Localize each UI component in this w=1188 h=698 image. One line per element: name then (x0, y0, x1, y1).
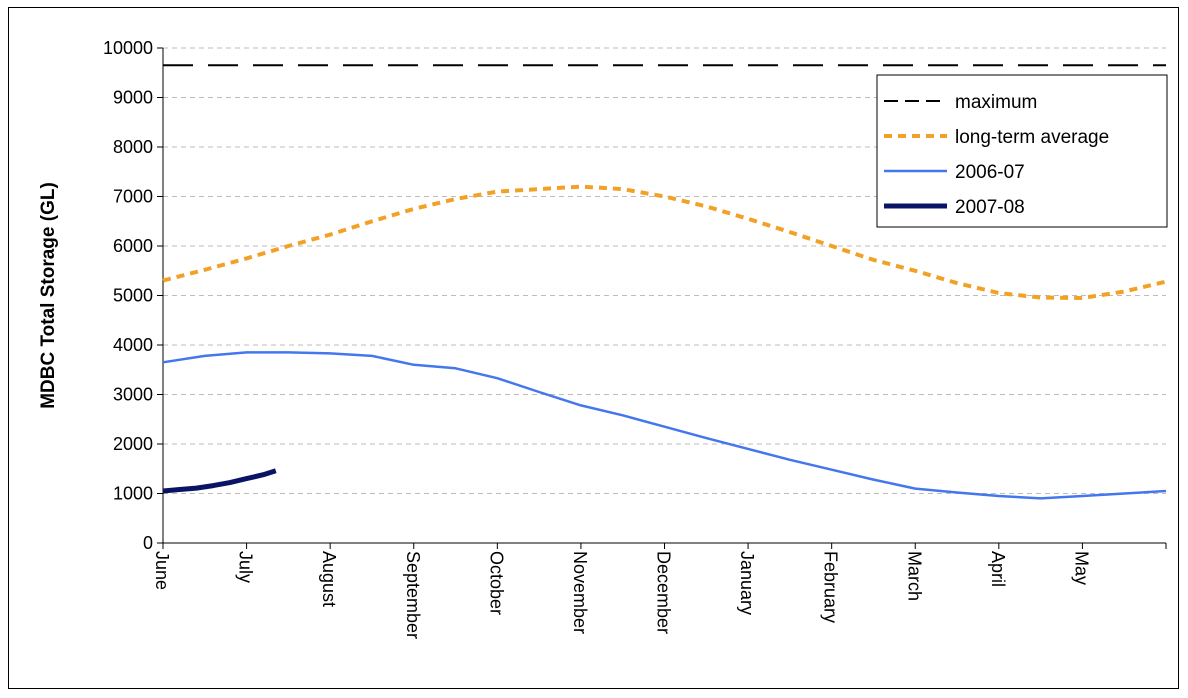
series-lines (162, 64, 1167, 500)
y-tick-label: 0 (143, 533, 153, 553)
x-tick-label: September (403, 551, 423, 639)
series-line-long-term-average (162, 184, 1167, 300)
y-tick-label: 2000 (113, 434, 153, 454)
x-tick-label: July (236, 551, 256, 583)
legend-label: 2007-08 (955, 197, 1025, 218)
y-tick-label: 6000 (113, 236, 153, 256)
y-tick-label: 4000 (113, 335, 153, 355)
x-tick-label: March (904, 551, 924, 601)
y-tick-label: 5000 (113, 286, 153, 306)
series-line-2007-08 (162, 468, 277, 494)
legend-label: maximum (955, 92, 1037, 113)
x-tick-label: February (821, 551, 841, 623)
y-tick-label: 10000 (103, 38, 153, 58)
x-tick-label: June (152, 551, 172, 590)
y-tick-label: 1000 (113, 484, 153, 504)
x-tick-label: August (319, 551, 339, 607)
legend-label: long-term average (955, 127, 1109, 148)
legend-label: 2006-07 (955, 162, 1025, 183)
x-tick-label: January (737, 551, 757, 615)
y-tick-label: 9000 (113, 88, 153, 108)
legend: maximum long-term average 2006-07 2007-08 (876, 74, 1168, 228)
y-tick-label: 3000 (113, 385, 153, 405)
x-tick-label: November (570, 551, 590, 634)
y-tick-labels: 0 1000 2000 3000 4000 5000 6000 7000 8000 9000 100… (103, 38, 163, 553)
legend-box (876, 74, 1168, 228)
y-tick-label: 8000 (113, 137, 153, 157)
series-line-2006-07 (162, 351, 1167, 500)
x-tick-labels: June July August September October November De… (152, 543, 1167, 639)
legend-items: maximum long-term average 2006-07 2007-08 (884, 92, 1109, 218)
x-tick-label: April (988, 551, 1008, 587)
x-tick-label: December (654, 551, 674, 634)
x-tick-label: October (486, 551, 506, 615)
x-tick-label: May (1071, 551, 1091, 585)
y-tick-label: 7000 (113, 187, 153, 207)
y-axis-label: MDBC Total Storage (GL) (38, 182, 59, 409)
